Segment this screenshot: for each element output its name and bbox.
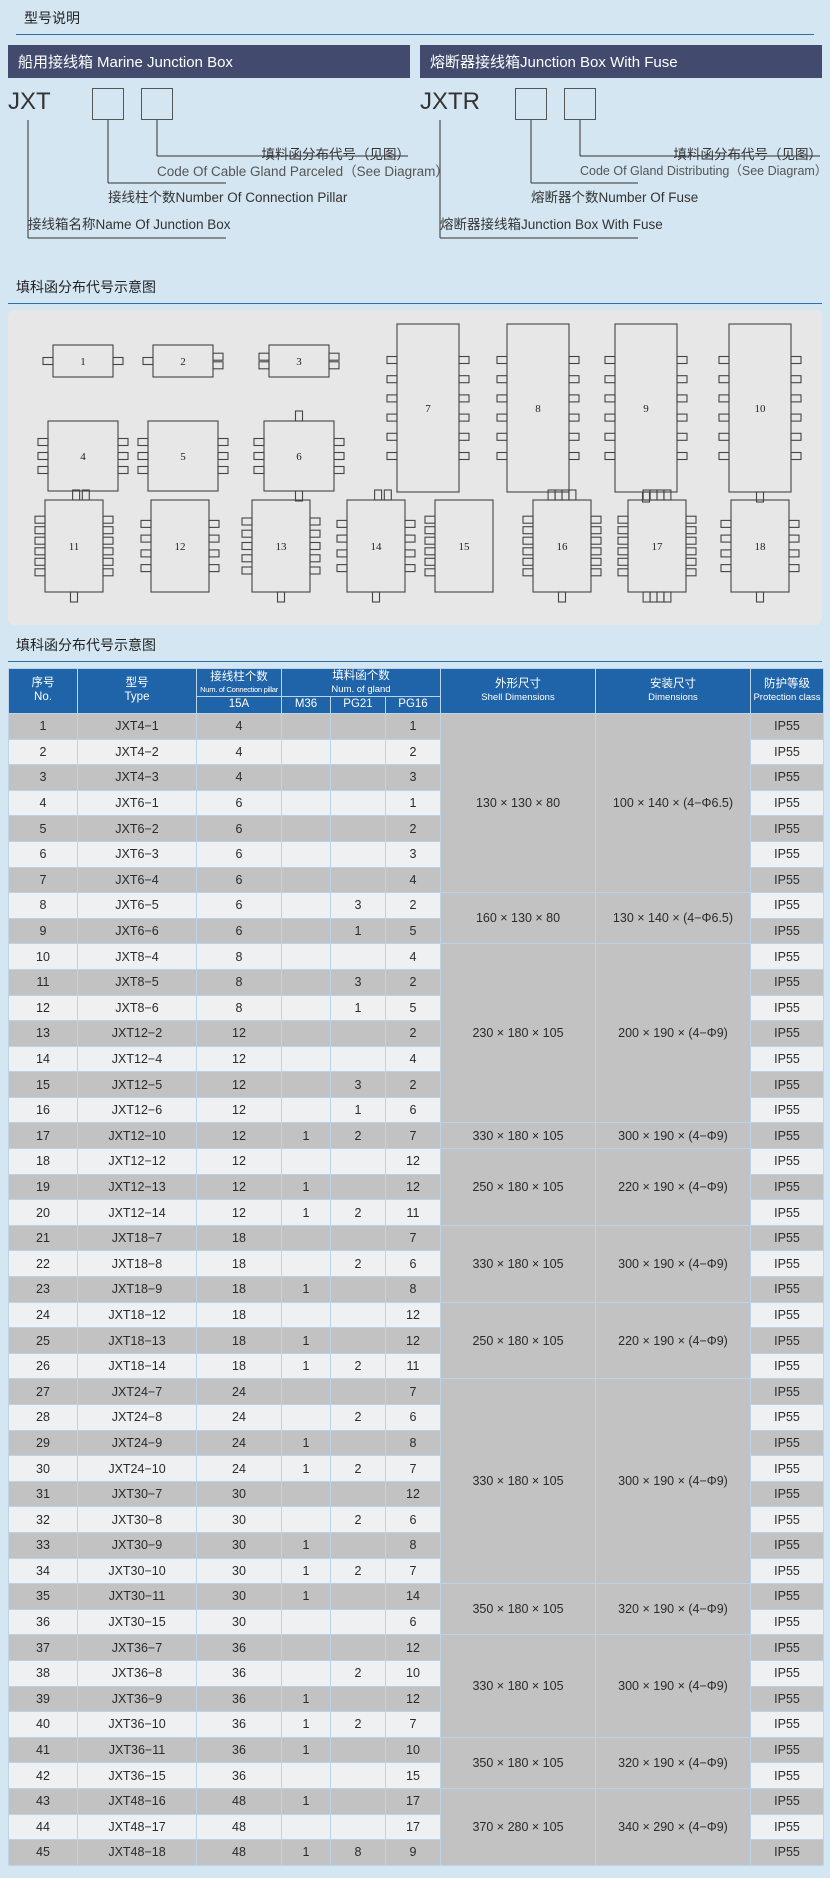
svg-text:13: 13 xyxy=(276,541,288,553)
svg-text:6: 6 xyxy=(296,451,302,463)
svg-text:18: 18 xyxy=(755,541,767,553)
svg-text:5: 5 xyxy=(180,451,186,463)
svg-text:8: 8 xyxy=(535,403,541,415)
svg-text:16: 16 xyxy=(557,541,569,553)
svg-text:3: 3 xyxy=(296,356,302,368)
svg-text:14: 14 xyxy=(371,541,383,553)
svg-text:9: 9 xyxy=(643,403,649,415)
svg-text:4: 4 xyxy=(80,451,86,463)
svg-text:2: 2 xyxy=(180,356,186,368)
svg-text:17: 17 xyxy=(652,541,664,553)
svg-text:10: 10 xyxy=(755,403,767,415)
svg-text:11: 11 xyxy=(69,541,80,553)
svg-text:12: 12 xyxy=(175,541,186,553)
svg-text:15: 15 xyxy=(459,541,471,553)
svg-text:1: 1 xyxy=(80,356,86,368)
svg-text:7: 7 xyxy=(425,403,431,415)
